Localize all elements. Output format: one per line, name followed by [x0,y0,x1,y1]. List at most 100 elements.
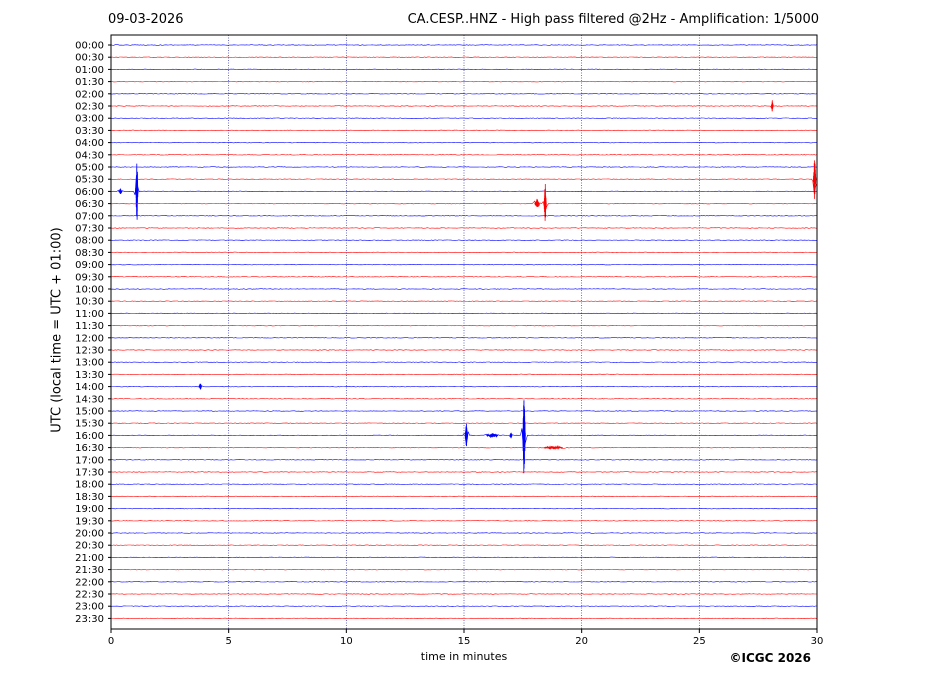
x-tick-label: 30 [811,636,824,647]
y-tick-label: 20:00 [75,529,104,540]
trace-line [110,483,818,485]
trace-line [110,495,818,498]
trace-line [110,215,818,217]
y-tick-label: 23:00 [75,602,104,613]
y-tick-label: 06:00 [75,187,104,198]
y-tick-label: 08:00 [75,236,104,247]
trace-line [110,80,818,83]
trace-line [110,532,818,534]
trace-line [110,166,817,168]
trace-line [110,398,818,400]
trace-line [110,617,818,620]
trace-line [110,312,818,315]
trace-line [110,556,818,559]
y-tick-label: 22:00 [75,577,104,588]
y-tick-label: 07:30 [75,224,104,235]
event-spike [135,163,139,220]
trace-line [110,422,818,424]
y-tick-label: 18:30 [75,492,104,503]
trace-line [111,239,818,241]
event-spike [543,183,547,221]
y-tick-label: 17:30 [75,468,104,479]
y-tick-label: 13:30 [75,370,104,381]
x-tick-label: 5 [225,636,231,647]
y-tick-label: 14:30 [75,394,104,405]
y-tick-label: 07:00 [75,211,104,222]
trace-line [110,129,818,132]
event-spike [509,432,513,439]
trace-line [111,593,817,595]
y-tick-label: 10:30 [75,297,104,308]
event-spike [534,198,540,208]
trace-line [110,300,818,302]
trace-line [110,105,818,109]
trace-line [110,178,818,194]
y-tick-label: 21:00 [75,553,104,564]
trace-line [110,507,818,510]
trace-line [110,373,818,376]
trace-line [110,446,818,450]
trace-line [110,56,818,58]
y-tick-label: 03:00 [75,114,104,125]
trace-line [111,324,818,327]
y-tick-label: 16:30 [75,443,104,454]
trace-line [110,605,817,607]
x-tick-label: 20 [575,636,588,647]
y-tick-label: 18:00 [75,480,104,491]
trace-line [110,471,818,473]
y-tick-label: 06:30 [75,199,104,210]
event-spike [198,383,202,390]
y-tick-label: 01:00 [75,65,104,76]
trace-line [111,68,818,71]
y-tick-label: 12:30 [75,346,104,357]
event-spike [486,432,499,438]
trace-line [111,199,818,209]
y-tick-label: 23:30 [75,614,104,625]
trace-line [110,520,818,522]
event-spike [118,188,123,195]
y-tick-label: 08:30 [75,248,104,259]
event-spike [464,423,469,447]
y-tick-label: 15:30 [75,419,104,430]
trace-line [110,154,818,156]
y-tick-label: 13:00 [75,358,104,369]
x-tick-label: 0 [108,636,114,647]
trace-line [111,383,818,388]
trace-line [110,581,817,583]
event-spike [770,100,774,112]
trace-line [110,276,818,278]
y-tick-label: 20:30 [75,541,104,552]
trace-line [110,227,818,229]
x-tick-label: 15 [458,636,471,647]
y-tick-label: 09:30 [75,272,104,283]
y-tick-label: 14:00 [75,382,104,393]
date-label: 09-03-2026 [108,12,184,27]
y-tick-label: 22:30 [75,590,104,601]
trace-line [110,410,818,412]
trace-line [111,263,818,266]
plot-frame [110,34,818,630]
trace-line [110,141,817,144]
y-tick-label: 02:30 [75,102,104,113]
y-tick-label: 00:00 [75,41,104,52]
y-tick-label: 10:00 [75,285,104,296]
trace-line [110,337,818,339]
y-tick-label: 15:00 [75,407,104,418]
y-tick-label: 03:30 [75,126,104,137]
trace-line [110,93,818,95]
y-tick-label: 05:00 [75,163,104,174]
trace-line [110,44,818,46]
trace-line [110,117,817,119]
trace-line [110,251,818,254]
trace-line [110,349,817,351]
y-tick-label: 16:00 [75,431,104,442]
trace-line [111,568,818,571]
trace-line [110,288,818,290]
event-spike [812,160,817,199]
y-tick-label: 04:00 [75,138,104,149]
x-axis-label: time in minutes [420,650,508,663]
trace-line [110,459,818,461]
y-tick-label: 11:30 [75,321,104,332]
y-tick-label: 19:30 [75,516,104,527]
x-tick-label: 10 [340,636,353,647]
